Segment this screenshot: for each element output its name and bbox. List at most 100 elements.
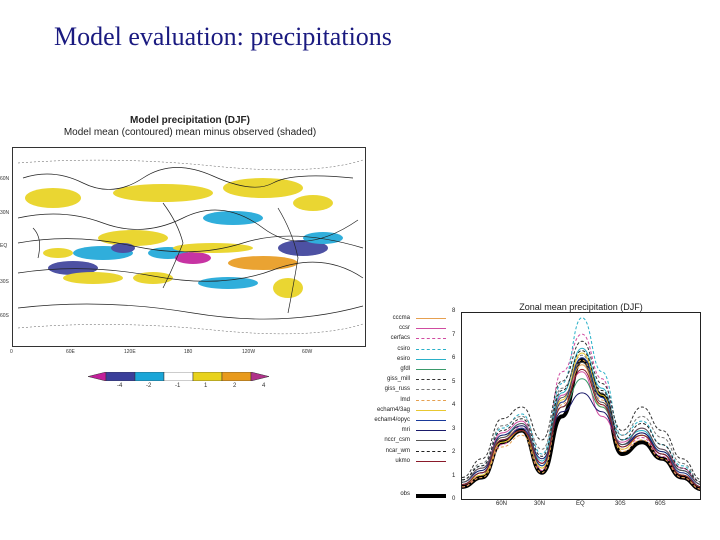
colorbar-segment bbox=[88, 372, 107, 381]
zonal-y-tick: 4 bbox=[452, 402, 456, 408]
legend-label: csiro bbox=[397, 345, 410, 352]
legend-item: ncar_wm bbox=[372, 446, 450, 456]
legend-label: obs bbox=[400, 491, 410, 497]
legend-item: ukmo bbox=[372, 456, 450, 466]
series-line-lmd bbox=[462, 359, 700, 490]
series-line-nccr-csm bbox=[462, 361, 700, 485]
colorbar-label: 1 bbox=[204, 383, 208, 389]
legend-label: giss_russ bbox=[384, 386, 410, 393]
series-line-mri bbox=[462, 392, 700, 485]
legend-label: esiro bbox=[396, 355, 410, 362]
map-subtitle: Model mean (contoured) mean minus observ… bbox=[63, 127, 317, 138]
map-graphic bbox=[13, 148, 365, 346]
colorbar-label: -1 bbox=[175, 383, 181, 389]
series-line-echam4-opyc bbox=[462, 357, 700, 488]
zonal-y-tick: 7 bbox=[452, 331, 456, 338]
legend-item: lmd bbox=[372, 395, 450, 405]
map-lat-label: 30N bbox=[0, 210, 10, 216]
colorbar-label: -2 bbox=[146, 383, 152, 389]
zonal-y-tick: 3 bbox=[452, 425, 456, 432]
legend-label: giss_mill bbox=[386, 376, 410, 383]
legend-label: ncar_wm bbox=[385, 447, 410, 454]
zonal-y-tick: 8 bbox=[452, 308, 456, 314]
map-lon-label: 120W bbox=[242, 349, 256, 355]
legend-swatch bbox=[416, 328, 446, 330]
legend-swatch bbox=[416, 420, 446, 421]
series-line-esiro bbox=[462, 347, 700, 485]
legend-label: ccsr bbox=[399, 325, 410, 332]
legend-item: gfdl bbox=[372, 364, 450, 374]
zonal-x-tick: 60N bbox=[496, 501, 508, 507]
legend-swatch bbox=[416, 440, 446, 442]
series-line-ncar-wm bbox=[462, 350, 700, 483]
legend-item: esiro bbox=[372, 354, 450, 364]
map-lat-label: 60S bbox=[0, 313, 9, 319]
series-line-cccma bbox=[462, 364, 700, 488]
series-line-giss-mill bbox=[462, 340, 700, 480]
zonal-x-tick: 60S bbox=[655, 501, 666, 507]
legend-swatch bbox=[416, 318, 446, 319]
legend-label: cccma bbox=[392, 315, 410, 321]
legend-item: nccr_csm bbox=[372, 435, 450, 445]
legend-item: echam4/3ag bbox=[372, 405, 450, 415]
series-line-csiro bbox=[462, 317, 700, 483]
legend-swatch bbox=[416, 358, 446, 360]
legend-item: echam4/opyc bbox=[372, 415, 450, 425]
zonal-y-tick: 2 bbox=[452, 449, 456, 455]
legend-item: cerfacs bbox=[372, 333, 450, 343]
legend-item: obs bbox=[372, 489, 450, 499]
legend-label: echam4/opyc bbox=[374, 417, 410, 423]
legend-swatch bbox=[416, 430, 446, 432]
map-lon-label: 180 bbox=[184, 349, 193, 355]
legend-swatch bbox=[416, 369, 446, 370]
series-line-ukmo bbox=[462, 368, 700, 488]
colorbar-segment bbox=[134, 372, 165, 381]
legend-item: giss_mill bbox=[372, 374, 450, 384]
colorbar-segment bbox=[250, 372, 270, 381]
colorbar-label: 2 bbox=[233, 383, 237, 389]
legend-item: giss_russ bbox=[372, 384, 450, 394]
series-line-obs bbox=[462, 357, 700, 491]
colorbar-segment bbox=[221, 372, 252, 381]
zonal-y-tick: 5 bbox=[452, 378, 456, 385]
map-lat-label: 30S bbox=[0, 279, 9, 285]
series-line-echam4-3ag bbox=[462, 352, 700, 488]
colorbar-segment bbox=[192, 372, 223, 381]
legend-swatch bbox=[416, 348, 446, 350]
colorbar-label: -4 bbox=[117, 383, 123, 389]
legend-item: cccma bbox=[372, 313, 450, 323]
map-lat-label: EQ bbox=[0, 243, 8, 249]
map-title: Model precipitation (DJF) bbox=[130, 115, 250, 126]
zonal-x-tick: EQ bbox=[576, 501, 585, 507]
precipitation-map bbox=[12, 147, 366, 347]
colorbar-segment bbox=[105, 372, 136, 381]
zonal-chart-svg bbox=[462, 317, 700, 491]
series-line-gfdl bbox=[462, 378, 700, 488]
legend-swatch bbox=[416, 389, 446, 391]
series-line-giss-russ bbox=[462, 354, 700, 483]
zonal-chart-title: Zonal mean precipitation (DJF) bbox=[519, 302, 643, 312]
legend-label: ukmo bbox=[395, 457, 410, 464]
legend-label: echam4/3ag bbox=[376, 406, 410, 413]
map-lon-label: 60E bbox=[66, 349, 75, 355]
legend-item: csiro bbox=[372, 344, 450, 354]
legend-label: cerfacs bbox=[390, 335, 410, 342]
zonal-y-tick: 1 bbox=[452, 472, 456, 479]
legend-swatch bbox=[416, 450, 446, 452]
legend-item: mri bbox=[372, 425, 450, 435]
zonal-x-tick: 30S bbox=[615, 501, 626, 507]
colorbar-segment bbox=[163, 372, 194, 381]
colorbar-label: 4 bbox=[262, 383, 266, 389]
map-lon-label: 120E bbox=[124, 349, 136, 355]
legend-swatch bbox=[416, 460, 446, 462]
zonal-x-tick: 30N bbox=[534, 501, 546, 507]
legend-swatch bbox=[416, 399, 446, 401]
legend-item: ccsr bbox=[372, 323, 450, 333]
legend-swatch bbox=[416, 409, 446, 411]
legend-swatch bbox=[416, 494, 446, 498]
legend-label: gfdl bbox=[400, 366, 410, 372]
map-colorbar bbox=[88, 372, 270, 381]
legend-swatch bbox=[416, 338, 446, 340]
slide-title: Model evaluation: precipitations bbox=[54, 22, 392, 51]
zonal-y-tick: 6 bbox=[452, 355, 456, 361]
